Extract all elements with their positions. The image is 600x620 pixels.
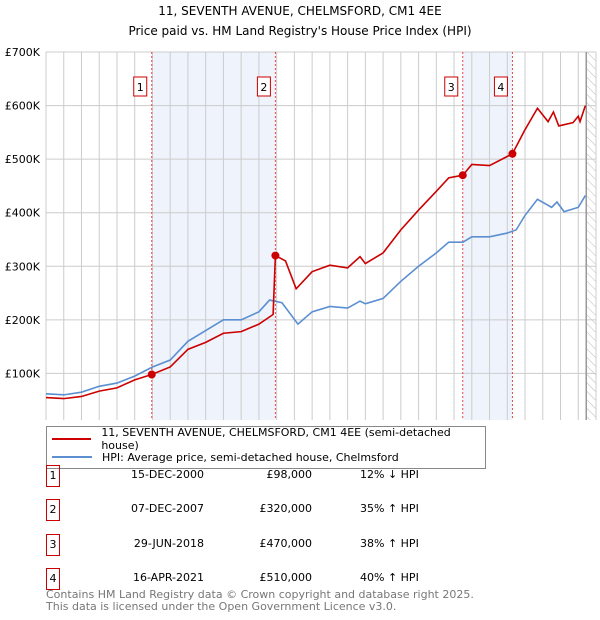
legend-swatch-blue xyxy=(52,456,92,458)
sale-point xyxy=(458,171,467,180)
y-tick-label: £400K xyxy=(5,207,41,220)
legend-item-hpi: HPI: Average price, semi-detached house,… xyxy=(52,449,399,465)
sale-row: 1 15-DEC-2000 £98,000 12% ↓ HPI xyxy=(46,465,566,487)
y-tick-label: £700K xyxy=(5,46,41,59)
sale-date: 16-APR-2021 xyxy=(132,571,204,584)
sale-row: 4 16-APR-2021 £510,000 40% ↑ HPI xyxy=(46,568,566,590)
y-tick-label: £500K xyxy=(5,153,41,166)
sale-hpi: 38% ↑ HPI xyxy=(360,537,419,550)
footer: Contains HM Land Registry data © Crown c… xyxy=(46,589,474,613)
sale-marker-box xyxy=(133,76,148,97)
price-line xyxy=(45,105,587,400)
chart-title: 11, SEVENTH AVENUE, CHELMSFORD, CM1 4EE xyxy=(158,4,441,18)
sale-row: 2 07-DEC-2007 £320,000 35% ↑ HPI xyxy=(46,499,566,521)
sale-marker: 3 xyxy=(46,534,60,556)
legend-label: 11, SEVENTH AVENUE, CHELMSFORD, CM1 4EE … xyxy=(101,426,451,452)
legend-swatch-red xyxy=(52,438,92,440)
sale-marker-label: 1 xyxy=(137,81,144,94)
sale-hpi: 12% ↓ HPI xyxy=(360,468,419,481)
sale-point xyxy=(508,149,517,158)
legend-label: HPI: Average price, semi-detached house,… xyxy=(102,450,399,464)
footer-line: This data is licensed under the Open Gov… xyxy=(46,600,397,613)
sale-marker-label: 4 xyxy=(497,81,504,94)
sale-marker-box xyxy=(493,76,508,97)
y-tick-label: £300K xyxy=(5,260,41,273)
sale-marker: 2 xyxy=(46,499,60,521)
y-tick-label: £600K xyxy=(5,100,41,113)
sale-marker-box xyxy=(444,76,459,97)
chart-subtitle: Price paid vs. HM Land Registry's House … xyxy=(128,24,471,38)
sale-date: 29-JUN-2018 xyxy=(133,537,204,550)
sale-point xyxy=(271,251,280,260)
y-tick-label: £200K xyxy=(5,314,41,327)
legend: 11, SEVENTH AVENUE, CHELMSFORD, CM1 4EE … xyxy=(46,426,486,469)
sale-row: 3 29-JUN-2018 £470,000 38% ↑ HPI xyxy=(46,534,566,556)
price-chart: 11, SEVENTH AVENUE, CHELMSFORD, CM1 4EE … xyxy=(5,4,597,420)
forecast-hatch xyxy=(586,52,596,420)
sale-price: £510,000 xyxy=(259,571,313,584)
sale-price: £320,000 xyxy=(259,502,313,515)
shaded-period xyxy=(462,52,513,420)
y-tick-label: £100K xyxy=(5,367,41,380)
sale-date: 07-DEC-2007 xyxy=(130,502,204,515)
sale-hpi: 35% ↑ HPI xyxy=(360,502,419,515)
sale-marker-label: 2 xyxy=(260,81,267,94)
footer-line: Contains HM Land Registry data © Crown c… xyxy=(46,588,474,601)
sale-marker-box xyxy=(256,76,271,97)
sale-point xyxy=(147,370,156,379)
sale-hpi: 40% ↑ HPI xyxy=(360,571,419,584)
hpi-line xyxy=(45,195,587,396)
sale-date: 15-DEC-2000 xyxy=(130,468,204,481)
legend-item-property: 11, SEVENTH AVENUE, CHELMSFORD, CM1 4EE … xyxy=(52,426,485,452)
sale-marker: 1 xyxy=(46,465,60,487)
sale-marker-label: 3 xyxy=(448,81,455,94)
sale-price: £98,000 xyxy=(266,468,313,481)
sale-marker: 4 xyxy=(46,568,60,590)
sale-price: £470,000 xyxy=(259,537,313,550)
